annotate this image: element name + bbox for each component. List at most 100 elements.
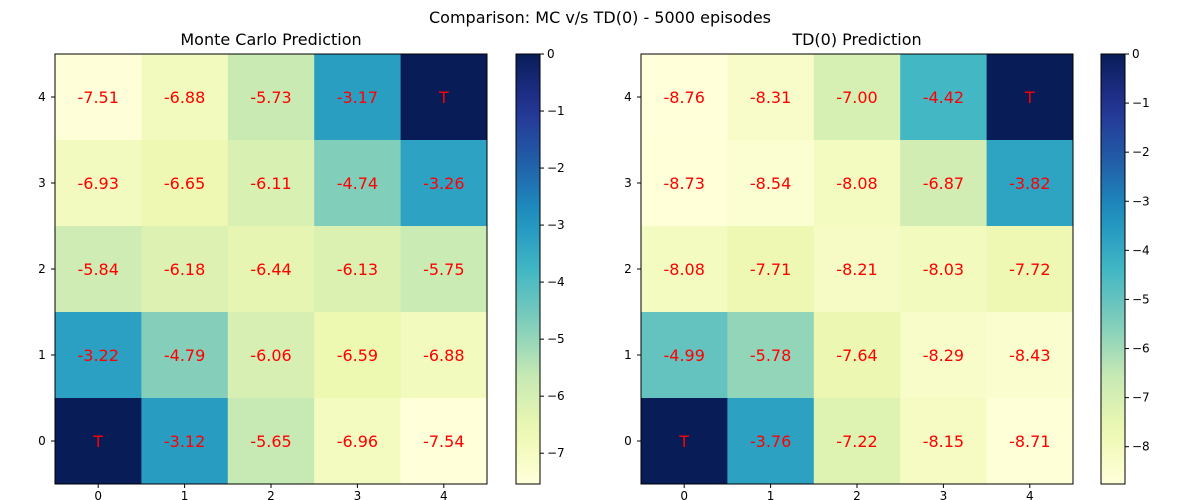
y-tick-label: 4 (38, 90, 46, 104)
heatmap-cell (314, 398, 402, 485)
cell-value-label: T (438, 88, 449, 107)
heatmap-cell (986, 54, 1074, 141)
cell-value-label: -3.12 (164, 432, 205, 451)
y-tick-label: 1 (38, 348, 46, 362)
y-tick-label: 2 (624, 262, 632, 276)
heatmap-cell (400, 398, 488, 485)
heatmap-cell (55, 226, 142, 313)
cell-value-label: -8.43 (1009, 346, 1050, 365)
heatmap-cell (314, 312, 402, 399)
heatmap-cell (900, 398, 988, 485)
cell-value-label: -8.08 (836, 174, 877, 193)
cell-value-label: -6.88 (164, 88, 205, 107)
colorbar-tick-label: −5 (1132, 292, 1150, 306)
heatmap-cell (227, 54, 315, 141)
y-tick-label: 1 (624, 348, 632, 362)
heatmap-cell (400, 140, 488, 227)
colorbar-tick-label: −5 (547, 332, 565, 346)
cell-value-label: T (1024, 88, 1035, 107)
cell-value-label: -3.82 (1009, 174, 1050, 193)
heatmap-cell (727, 54, 815, 141)
cell-value-label: -8.15 (923, 432, 964, 451)
cell-value-label: -3.17 (337, 88, 378, 107)
x-tick-label: 3 (940, 489, 948, 500)
heatmap-cell (227, 140, 315, 227)
cell-value-label: -5.75 (423, 260, 464, 279)
y-tick-label: 2 (38, 262, 46, 276)
heatmap-cell (986, 312, 1074, 399)
cell-value-label: -4.79 (164, 346, 205, 365)
colorbar-tick-label: −3 (1132, 194, 1150, 208)
cell-value-label: -8.08 (663, 260, 704, 279)
cell-value-label: -8.03 (923, 260, 964, 279)
heatmap-cell (641, 54, 728, 141)
heatmap-cell (55, 312, 142, 399)
heatmap-cell (141, 312, 229, 399)
heatmap-cell (400, 226, 488, 313)
cell-value-label: -6.65 (164, 174, 205, 193)
heatmap-cell (813, 140, 901, 227)
heatmap-cell (141, 54, 229, 141)
cell-value-label: -8.73 (663, 174, 704, 193)
heatmap-cell (900, 312, 988, 399)
cell-value-label: -8.31 (750, 88, 791, 107)
cell-value-label: -7.71 (750, 260, 791, 279)
heatmap-cell (400, 312, 488, 399)
cell-value-label: -8.76 (663, 88, 704, 107)
colorbar (1100, 53, 1126, 485)
cell-value-label: T (92, 432, 103, 451)
heatmap-cell (900, 226, 988, 313)
colorbar-tick-label: −6 (547, 389, 565, 403)
cell-value-label: -8.71 (1009, 432, 1050, 451)
colorbar-tick-label: −7 (547, 446, 565, 460)
panel-title: Monte Carlo Prediction (180, 30, 361, 49)
heatmap-cell (641, 140, 728, 227)
cell-value-label: -7.00 (836, 88, 877, 107)
cell-value-label: -6.93 (77, 174, 118, 193)
cell-value-label: -8.29 (923, 346, 964, 365)
panel-title: TD(0) Prediction (791, 30, 921, 49)
cell-value-label: -3.22 (77, 346, 118, 365)
heatmap-cell (55, 54, 142, 141)
y-tick-label: 0 (38, 434, 46, 448)
cell-value-label: -7.64 (836, 346, 877, 365)
cell-value-label: -5.73 (250, 88, 291, 107)
heatmap-cell (727, 140, 815, 227)
cell-value-label: -7.54 (423, 432, 464, 451)
colorbar-tick-label: −6 (1132, 342, 1150, 356)
cell-value-label: -4.74 (337, 174, 378, 193)
heatmap-cell (141, 140, 229, 227)
colorbar-tick-label: 0 (547, 47, 555, 61)
cell-value-label: -7.22 (836, 432, 877, 451)
cell-value-label: -4.99 (663, 346, 704, 365)
cell-value-label: -8.54 (750, 174, 791, 193)
heatmap-cell (314, 54, 402, 141)
heatmap-cell (141, 226, 229, 313)
y-tick-label: 3 (38, 176, 46, 190)
cell-value-label: -6.44 (250, 260, 291, 279)
x-tick-label: 0 (94, 489, 102, 500)
heatmap-cell (641, 226, 728, 313)
colorbar-tick-label: −4 (547, 275, 565, 289)
heatmap-cell (227, 312, 315, 399)
heatmap-cell (986, 226, 1074, 313)
heatmap-cell (227, 398, 315, 485)
cell-value-label: -7.51 (77, 88, 118, 107)
colorbar-tick-label: −3 (547, 218, 565, 232)
cell-value-label: -8.21 (836, 260, 877, 279)
cell-value-label: -3.76 (750, 432, 791, 451)
x-tick-label: 2 (267, 489, 275, 500)
heatmap-panel-1: Monte Carlo Prediction -7.51 -6.88 -5.73 -3.… (38, 30, 565, 500)
cell-value-label: -6.59 (337, 346, 378, 365)
heatmap-cell (727, 398, 815, 485)
heatmap-cell (227, 226, 315, 313)
figure-title: Comparison: MC v/s TD(0) - 5000 episodes (429, 8, 771, 27)
heatmap-cell (986, 398, 1074, 485)
colorbar (515, 53, 541, 485)
heatmap-cell (813, 54, 901, 141)
x-tick-label: 4 (440, 489, 448, 500)
cell-value-label: -5.65 (250, 432, 291, 451)
colorbar-tick-label: 0 (1132, 47, 1140, 61)
y-tick-label: 4 (624, 90, 632, 104)
cell-value-label: -4.42 (923, 88, 964, 107)
